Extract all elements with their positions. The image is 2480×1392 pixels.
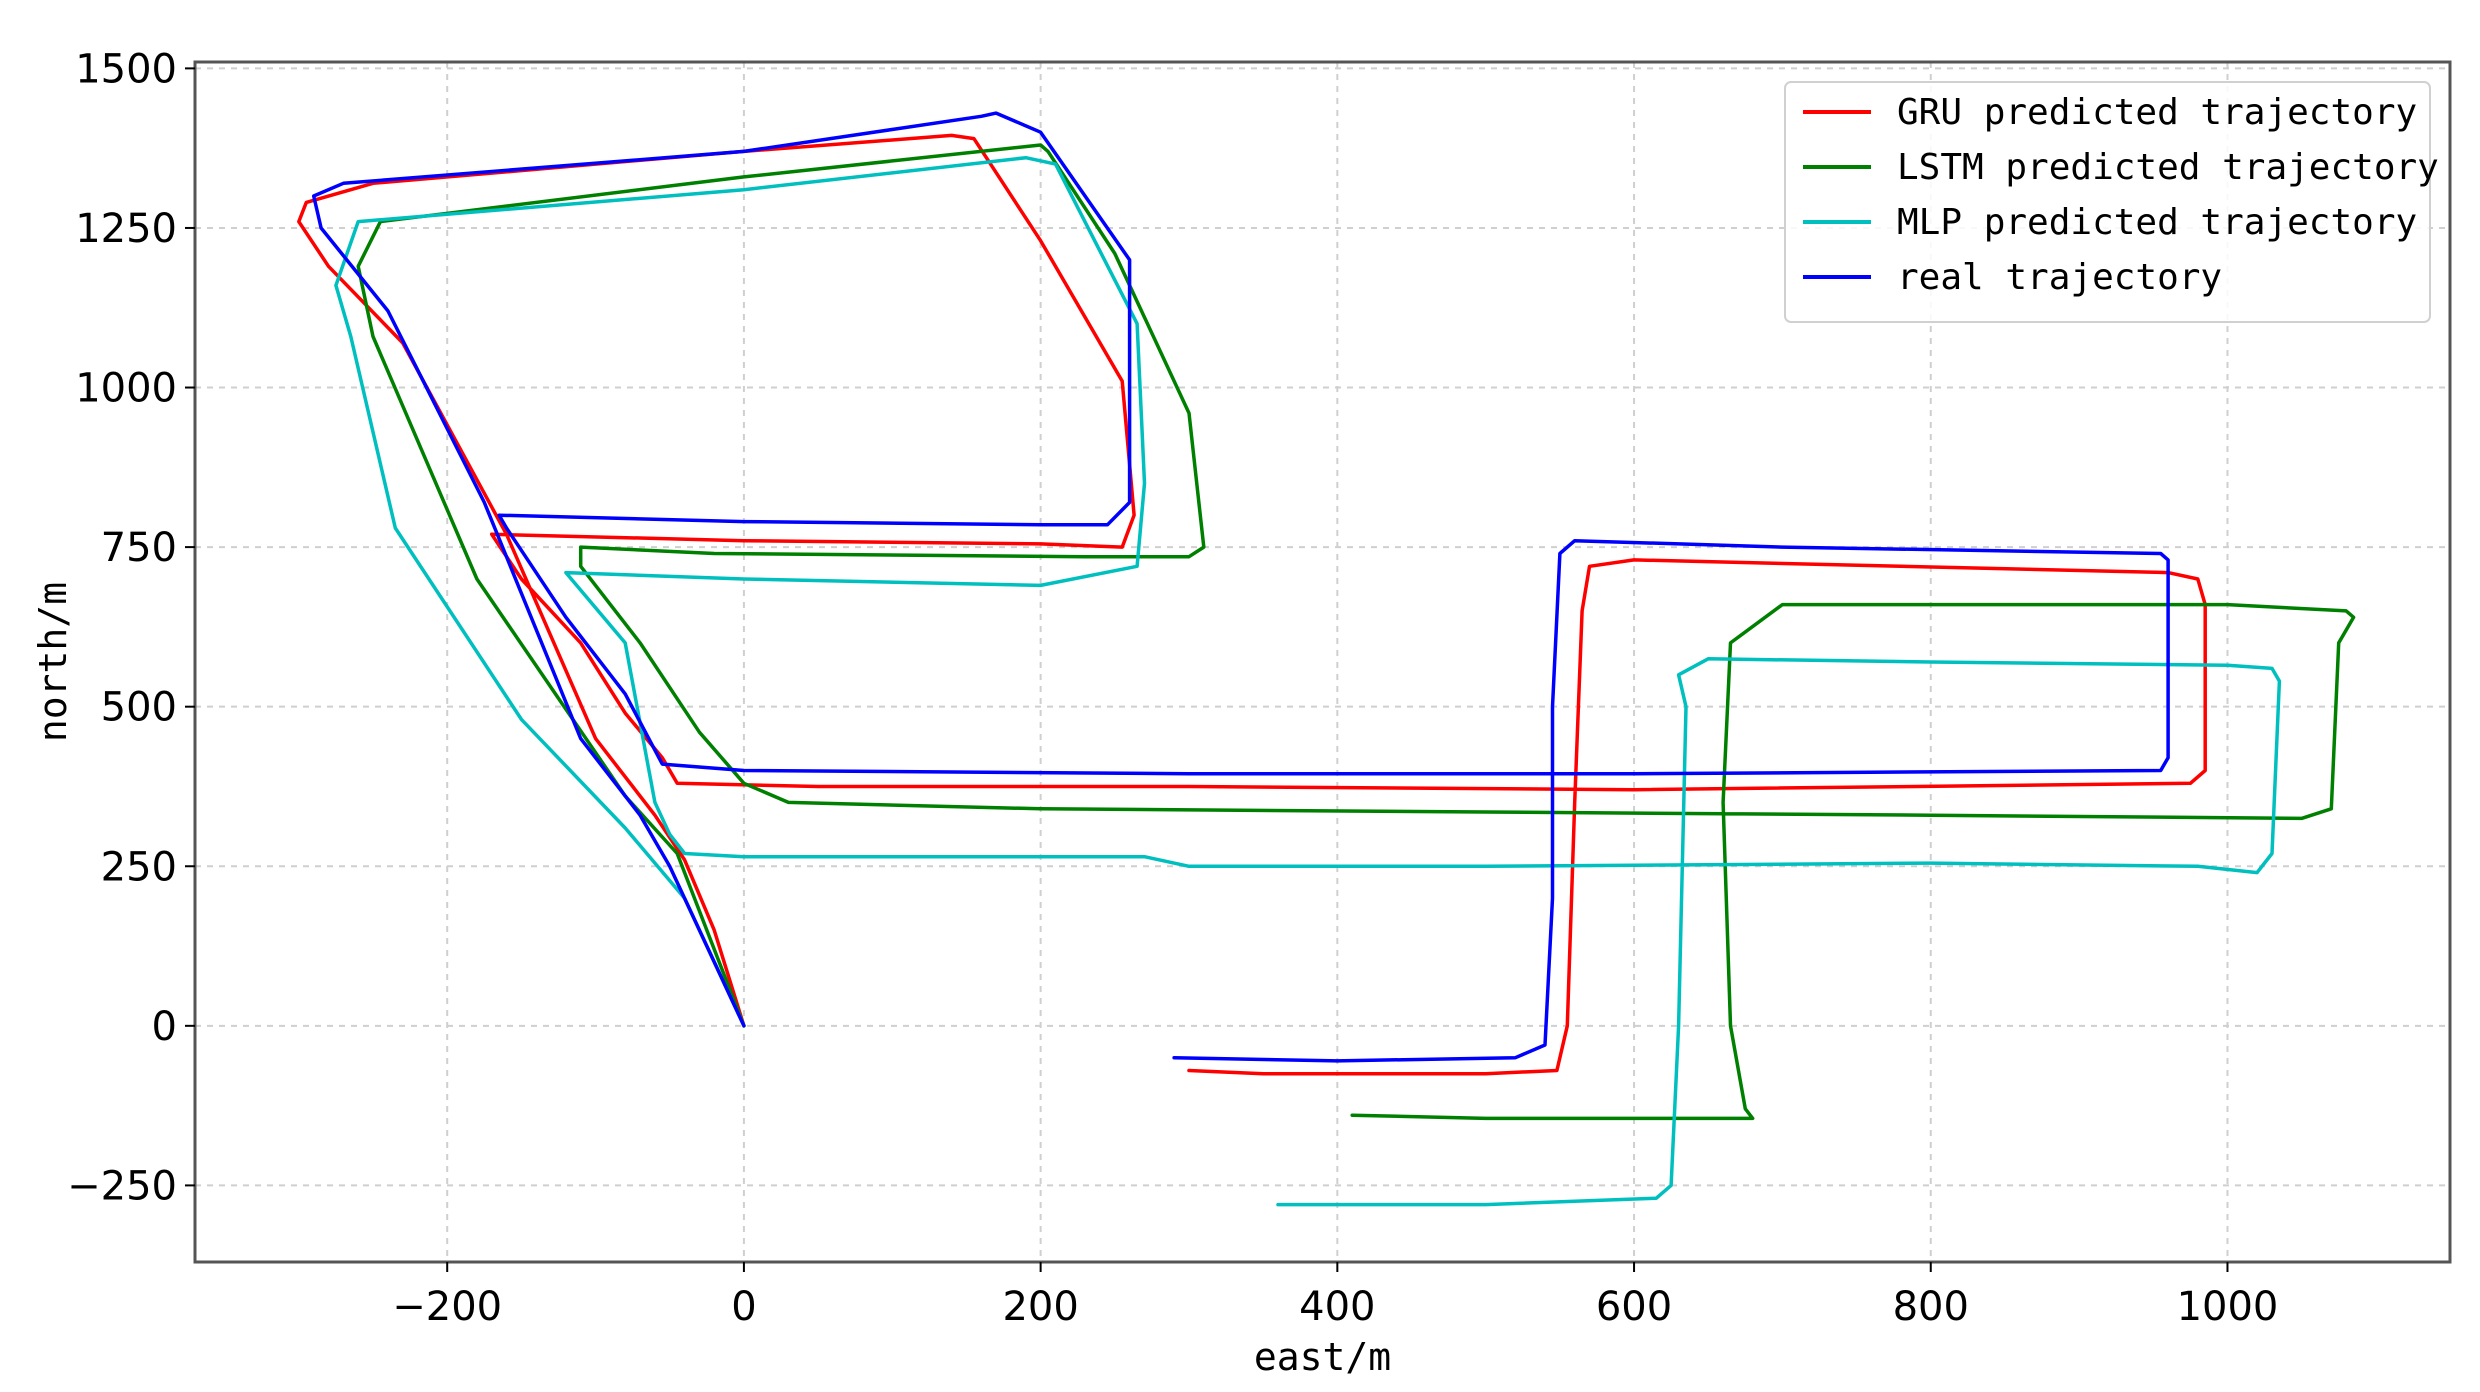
y-tick-label: 1250 (75, 206, 177, 252)
y-tick-label: 1500 (75, 46, 177, 92)
x-tick-label: 0 (731, 1284, 756, 1330)
x-tick-label: 200 (1002, 1284, 1078, 1330)
y-tick-label: 250 (101, 844, 177, 890)
x-axis-label: east/m (1254, 1335, 1391, 1379)
y-tick-label: 1000 (75, 366, 177, 412)
legend-label: real trajectory (1897, 257, 2222, 298)
x-tick-label: 1000 (2177, 1284, 2279, 1330)
plot-frame (193, 60, 2452, 1264)
series-line-1 (297, 133, 2207, 1076)
series-line-2 (356, 143, 2356, 1121)
x-tick-label: −200 (392, 1284, 502, 1330)
series-group (297, 111, 2356, 1207)
x-tick-label: 600 (1596, 1284, 1672, 1330)
legend-label: MLP predicted trajectory (1897, 202, 2417, 243)
legend-label: GRU predicted trajectory (1897, 92, 2417, 133)
y-axis-label: north/m (31, 582, 75, 742)
y-tick-label: −250 (67, 1163, 177, 1209)
y-tick-label: 500 (101, 685, 177, 731)
legend-box (1784, 81, 2431, 323)
legend: GRU predicted trajectory LSTM predicted t… (1784, 81, 2439, 323)
y-tick-label: 0 (152, 1004, 177, 1050)
ticks: −200 0 200 400 600 800 1000 −250 0 250 500 750 1000 1… (67, 46, 2278, 1330)
legend-label: LSTM predicted trajectory (1897, 147, 2439, 188)
series-line-4 (311, 111, 2170, 1063)
x-tick-label: 400 (1299, 1284, 1375, 1330)
x-tick-label: 800 (1893, 1284, 1969, 1330)
y-tick-label: 750 (101, 525, 177, 571)
series-line-3 (334, 155, 2282, 1207)
